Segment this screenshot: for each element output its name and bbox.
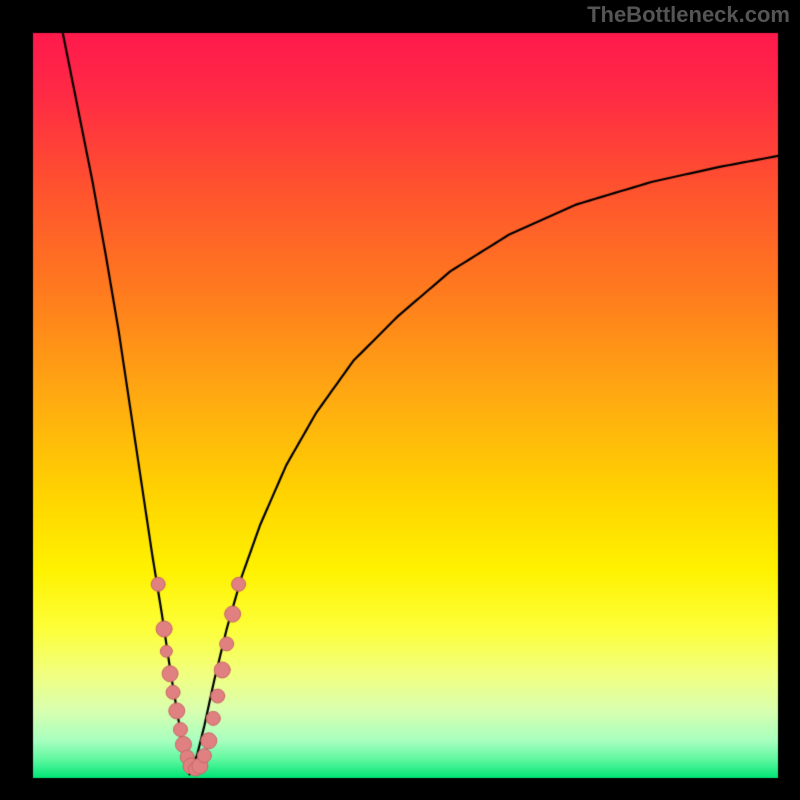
bottleneck-chart-canvas — [0, 0, 800, 800]
watermark-text: TheBottleneck.com — [587, 2, 790, 28]
chart-stage: TheBottleneck.com — [0, 0, 800, 800]
